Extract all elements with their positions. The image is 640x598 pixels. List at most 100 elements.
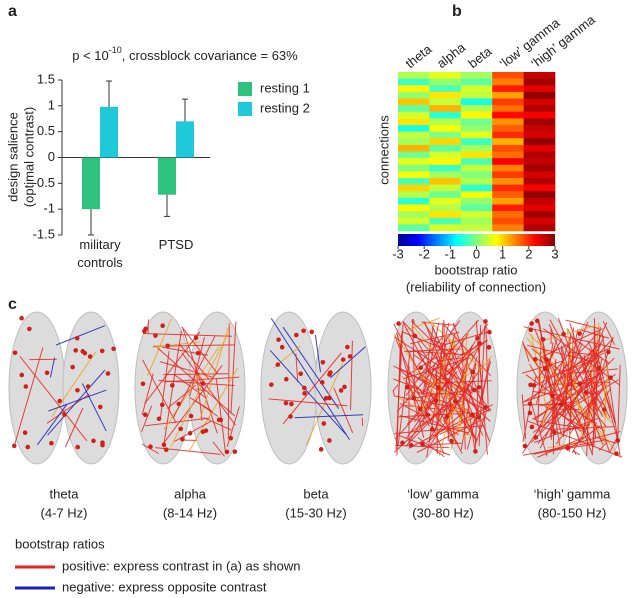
node	[170, 383, 175, 388]
connection	[569, 322, 610, 453]
node	[57, 398, 63, 404]
colorbar	[398, 234, 555, 246]
node	[22, 430, 28, 435]
connection	[586, 403, 589, 457]
heatmap-cell	[429, 78, 462, 86]
connection	[561, 331, 601, 372]
node	[473, 449, 478, 454]
y-tick-label: -1.5	[33, 226, 55, 241]
connection	[443, 370, 480, 423]
node	[453, 398, 458, 404]
heatmap-cell	[460, 191, 493, 199]
band-range: (80-150 Hz)	[538, 505, 607, 520]
legend-label: positive: express contrast in (a) as sho…	[62, 558, 300, 573]
connection	[541, 378, 559, 426]
band-name: ‘low’ gamma	[407, 486, 480, 501]
node	[608, 375, 613, 380]
heatmap-cell	[523, 191, 556, 199]
connection	[548, 323, 575, 391]
heatmap-cell	[398, 111, 430, 119]
connection	[399, 402, 459, 436]
y-tick-label: -0.5	[33, 175, 55, 190]
heatmap-cell	[429, 211, 462, 219]
y-tick-label: 0	[48, 149, 55, 164]
heatmap-cell	[492, 91, 524, 99]
connection	[437, 324, 444, 419]
connection	[407, 400, 434, 446]
node	[533, 435, 539, 440]
connection	[227, 323, 230, 439]
node	[80, 349, 86, 354]
connection	[397, 351, 411, 447]
heatmap-cell	[523, 211, 556, 219]
heatmap-cell	[523, 125, 556, 132]
connection	[47, 369, 106, 436]
node	[163, 447, 169, 453]
heatmap-cell	[398, 158, 430, 166]
node	[487, 329, 492, 335]
bar	[100, 106, 118, 158]
band-range: (8-14 Hz)	[163, 505, 217, 520]
node	[75, 444, 80, 450]
band-range: (15-30 Hz)	[285, 505, 346, 520]
node	[111, 346, 116, 352]
heatmap-cell	[460, 125, 493, 132]
node	[289, 401, 294, 407]
heatmap-cell	[460, 178, 493, 185]
node	[160, 323, 165, 328]
heatmap-cell	[460, 211, 493, 219]
heatmap-cell	[492, 158, 524, 166]
node	[187, 430, 193, 436]
connection	[399, 324, 404, 383]
connection	[477, 344, 488, 455]
y-tick-label: -1	[43, 201, 55, 216]
connection	[424, 369, 452, 390]
title-part: p < 10	[72, 48, 109, 63]
node	[418, 365, 424, 371]
heatmap-cell	[398, 164, 430, 172]
y-label: (optimal contrast)	[21, 107, 36, 207]
node	[561, 331, 566, 337]
node	[476, 415, 482, 420]
heatmap-cell	[398, 178, 430, 185]
bar	[158, 157, 176, 195]
node	[470, 369, 476, 375]
connection	[403, 357, 470, 380]
band-name: theta	[50, 486, 80, 501]
connection	[399, 435, 451, 456]
heatmap-cell	[523, 184, 556, 192]
legend-title: bootstrap ratios	[15, 536, 105, 551]
heatmap-cell	[429, 131, 462, 139]
connection	[269, 350, 346, 435]
node	[105, 371, 111, 376]
node	[338, 388, 344, 393]
heatmap-cell	[398, 171, 430, 179]
connection	[393, 378, 440, 398]
connection	[413, 371, 458, 423]
node	[596, 365, 602, 371]
node	[320, 359, 326, 365]
node	[19, 372, 25, 378]
connection	[543, 338, 613, 413]
node	[483, 319, 488, 324]
connection	[447, 374, 453, 442]
connection	[421, 330, 458, 411]
connection	[405, 320, 461, 397]
heatmap-cell	[492, 178, 524, 185]
column-label: theta	[402, 41, 435, 71]
connection	[270, 317, 350, 440]
node	[321, 421, 327, 426]
heatmap-cell	[492, 224, 524, 232]
connection	[282, 326, 340, 409]
colorbar-tick-label: 3	[551, 246, 558, 261]
node	[323, 396, 329, 401]
node	[347, 354, 353, 359]
node	[531, 383, 537, 388]
bar	[176, 121, 194, 158]
heatmap-cell	[492, 151, 524, 159]
connection	[49, 357, 56, 378]
heatmap-cell	[429, 85, 462, 93]
node	[193, 335, 199, 341]
heatmap-cell	[460, 118, 493, 126]
